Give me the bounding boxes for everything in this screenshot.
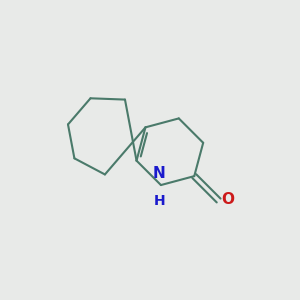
Text: O: O — [221, 192, 234, 207]
Text: N: N — [153, 167, 166, 182]
Text: H: H — [154, 194, 165, 208]
